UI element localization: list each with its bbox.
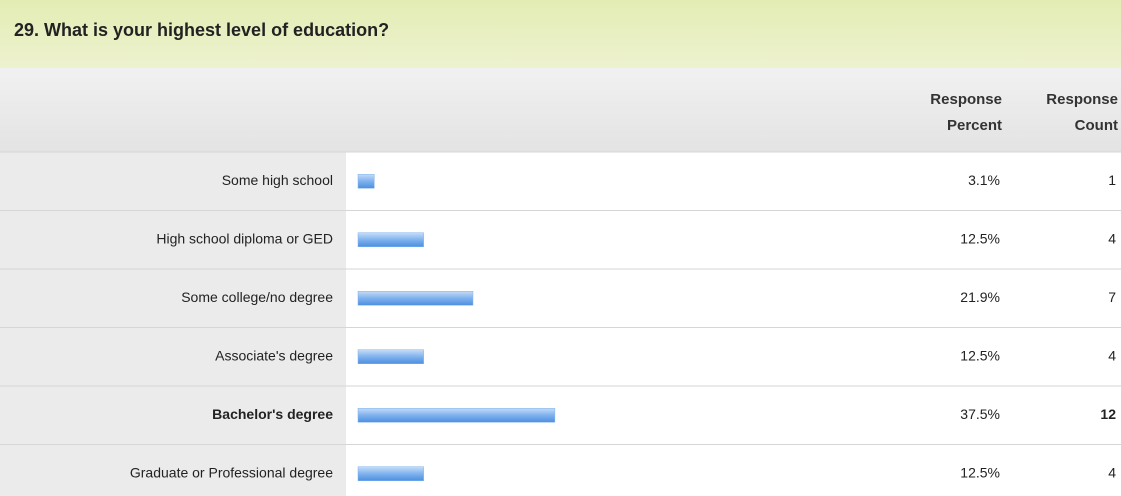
response-count: 4: [1108, 347, 1116, 363]
question-title: 29. What is your highest level of educat…: [14, 20, 389, 40]
header-row: [0, 68, 1121, 152]
answer-label: Bachelor's degree: [212, 406, 333, 422]
answer-label: Associate's degree: [215, 347, 333, 363]
percent-bar: [357, 408, 556, 423]
response-percent: 12.5%: [960, 347, 1000, 363]
response-count: 12: [1100, 406, 1116, 422]
answer-label: Some college/no degree: [181, 289, 333, 305]
percent-bar: [357, 174, 375, 189]
answer-label: Graduate or Professional degree: [130, 464, 333, 480]
response-percent: 12.5%: [960, 464, 1000, 480]
response-percent: 12.5%: [960, 230, 1000, 246]
percent-bar: [357, 291, 474, 306]
answer-label: High school diploma or GED: [156, 230, 333, 246]
response-percent: 21.9%: [960, 289, 1000, 305]
column-header: Response Count: [1046, 91, 1118, 134]
label-column: [0, 152, 346, 496]
percent-bar: [357, 232, 424, 247]
percent-bar: [357, 349, 424, 364]
answer-label: Some high school: [222, 172, 333, 188]
percent-bar: [357, 466, 424, 481]
column-header: Response Percent: [930, 91, 1002, 134]
response-count: 4: [1108, 230, 1116, 246]
response-count: 4: [1108, 464, 1116, 480]
response-percent: 3.1%: [968, 172, 1000, 188]
response-count: 7: [1108, 289, 1116, 305]
title-band: [0, 0, 1121, 68]
response-count: 1: [1108, 172, 1116, 188]
response-percent: 37.5%: [960, 406, 1000, 422]
